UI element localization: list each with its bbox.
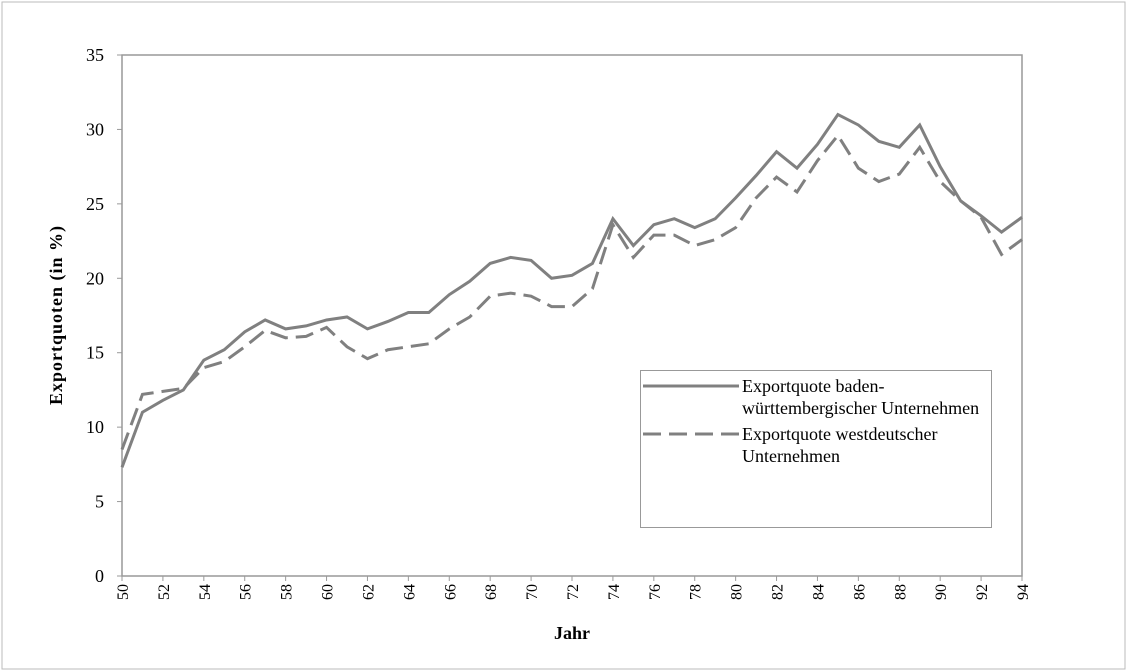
x-tick-label: 94 [1015, 584, 1032, 600]
x-tick-label: 62 [360, 584, 377, 600]
legend-swatch [643, 432, 739, 436]
x-tick-label: 92 [974, 584, 991, 600]
y-tick-label: 10 [86, 417, 104, 437]
x-tick-label: 78 [688, 584, 705, 600]
legend-label: Exportquote baden-württembergischer Unte… [742, 376, 980, 418]
x-tick-label: 66 [442, 584, 459, 600]
x-tick-label: 58 [279, 584, 296, 600]
legend-item: Exportquote baden-württembergischer Unte… [641, 375, 992, 419]
y-tick-label: 30 [86, 119, 104, 139]
legend: Exportquote baden-württembergischer Unte… [640, 370, 992, 528]
x-tick-label: 68 [483, 584, 500, 600]
x-tick-label: 60 [320, 584, 337, 600]
x-tick-label: 64 [401, 584, 418, 600]
x-tick-label: 50 [115, 584, 132, 600]
y-tick-label: 20 [86, 268, 104, 288]
x-tick-label: 52 [156, 584, 173, 600]
y-tick-label: 0 [95, 566, 104, 586]
x-tick-label: 86 [851, 584, 868, 600]
x-tick-label: 76 [647, 584, 664, 600]
x-tick-label: 72 [565, 584, 582, 600]
x-tick-label: 82 [770, 584, 787, 600]
y-axis-label: Exportquoten (in %) [46, 225, 67, 405]
x-tick-label: 70 [524, 584, 541, 600]
y-tick-label: 35 [86, 45, 104, 65]
y-tick-label: 25 [86, 194, 104, 214]
legend-item: Exportquote westdeutscher Unternehmen [641, 423, 992, 467]
legend-label: Exportquote westdeutscher Unternehmen [742, 424, 938, 466]
y-tick-label: 15 [86, 343, 104, 363]
y-tick-label: 5 [95, 492, 104, 512]
x-tick-label: 56 [238, 584, 255, 600]
series-line [120, 112, 1023, 468]
legend-swatch [643, 384, 739, 388]
x-tick-label: 88 [892, 584, 909, 600]
x-tick-label: 80 [729, 584, 746, 600]
x-axis-label: Jahr [554, 623, 590, 643]
x-tick-label: 90 [933, 584, 950, 600]
series-line [120, 132, 1023, 450]
x-tick-label: 54 [197, 584, 214, 600]
x-tick-label: 74 [606, 584, 623, 600]
x-tick-label: 84 [810, 584, 827, 600]
